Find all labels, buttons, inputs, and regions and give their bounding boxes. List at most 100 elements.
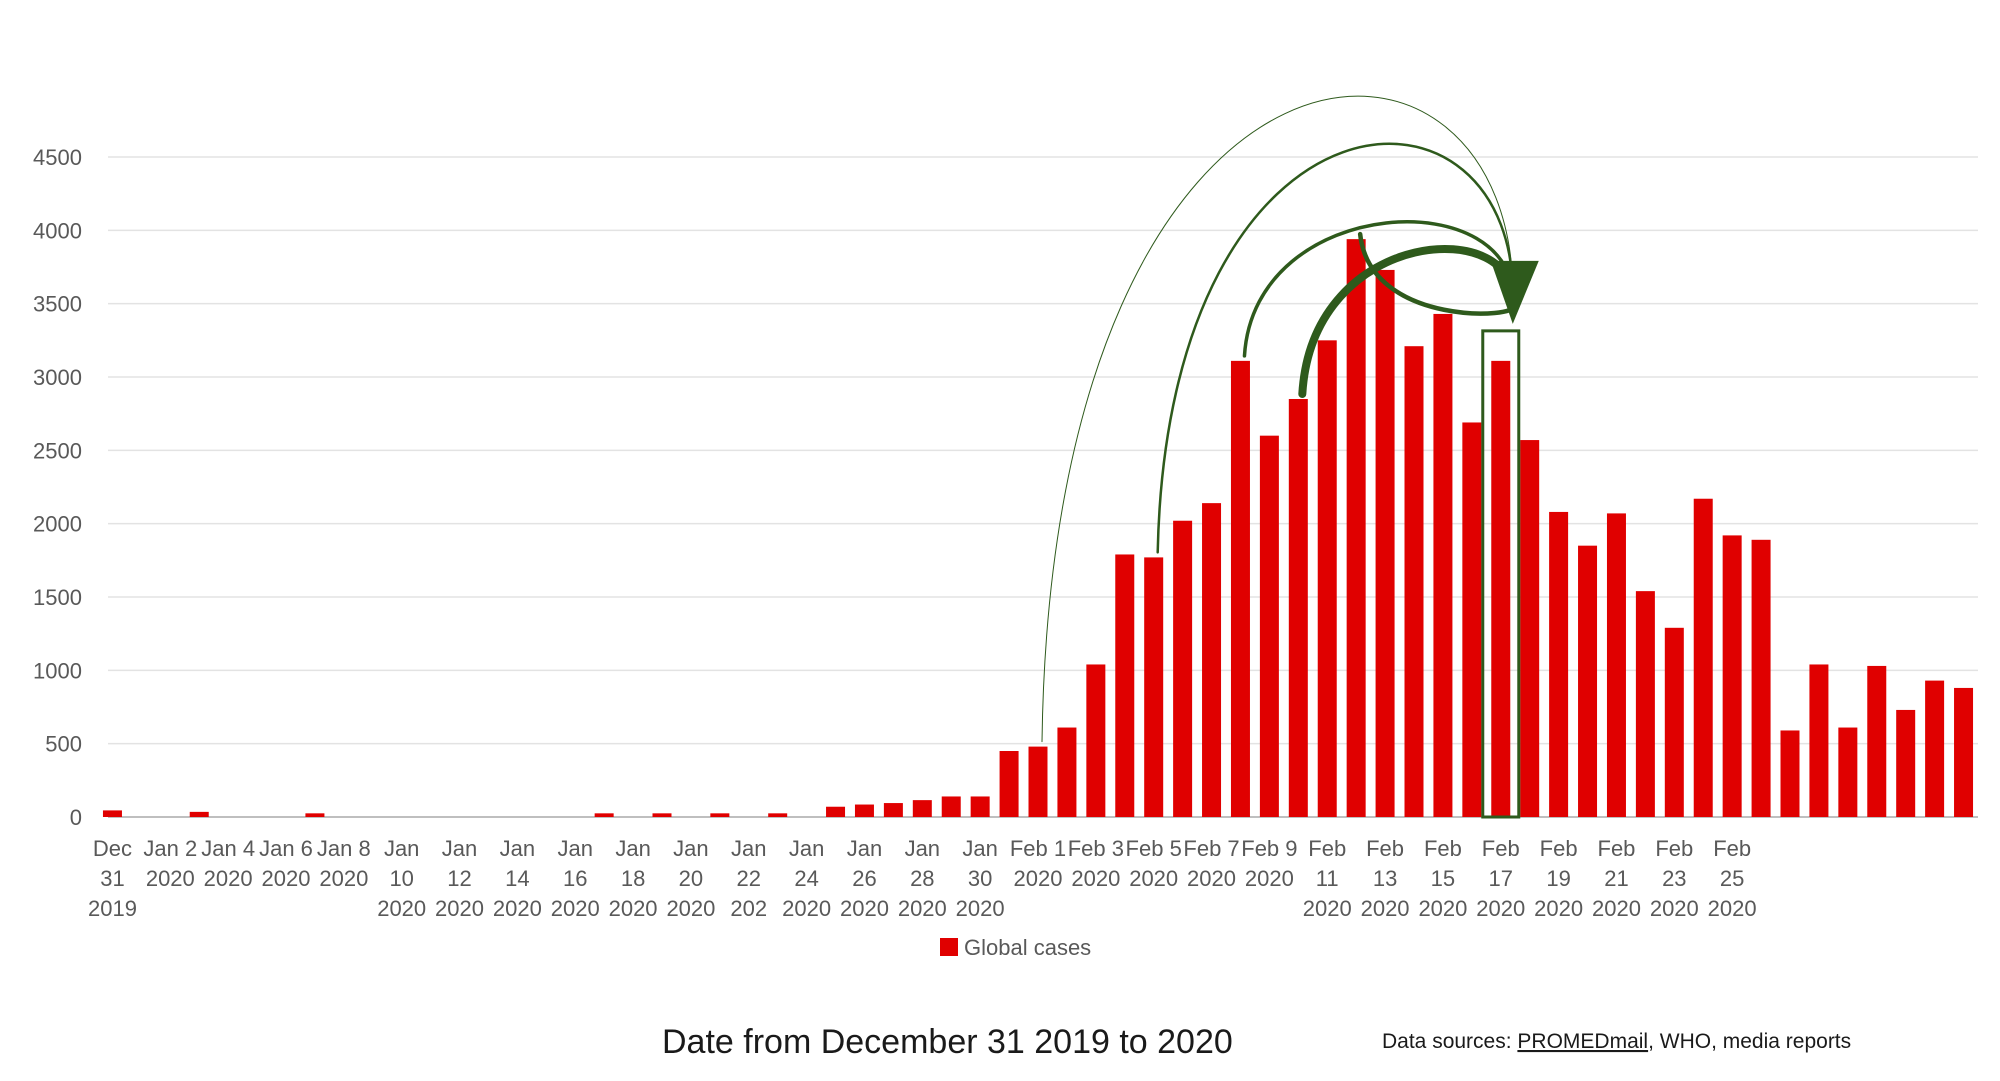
- bar: [970, 796, 990, 817]
- x-tick-label: Feb 13 2020: [1361, 836, 1410, 921]
- arrow: [1041, 95, 1514, 743]
- x-tick-label: Feb 3 2020: [1068, 836, 1124, 891]
- x-tick-label: Jan 10 2020: [377, 836, 426, 921]
- highlight: [1481, 329, 1521, 819]
- source-prefix: Data sources:: [1382, 1030, 1517, 1053]
- legend-swatch: [940, 938, 958, 956]
- bar: [1433, 313, 1453, 817]
- bar: [1606, 513, 1626, 817]
- y-tick-label: 4500: [33, 145, 82, 170]
- x-tick-label: Feb 9 2020: [1241, 836, 1297, 891]
- bar: [1954, 687, 1974, 817]
- legend-label: Global cases: [964, 935, 1091, 960]
- bar: [1838, 727, 1858, 817]
- y-tick-label: 500: [45, 732, 82, 757]
- x-tick-label: Jan 8 2020: [317, 836, 371, 891]
- x-tick-label: Jan 20 2020: [666, 836, 715, 921]
- data-sources-note: Data sources: PROMEDmail, WHO, media rep…: [1382, 1030, 1851, 1053]
- bar: [1173, 520, 1193, 817]
- x-tick-label: Jan 30 2020: [956, 836, 1005, 921]
- x-axis-title: Date from December 31 2019 to 2020: [662, 1023, 1233, 1061]
- source-link[interactable]: PROMEDmail: [1517, 1030, 1648, 1053]
- bars: [102, 239, 1974, 818]
- x-tick-label: Jan 22 202: [730, 836, 767, 921]
- x-tick-label: Feb 7 2020: [1183, 836, 1239, 891]
- x-tick-label: Jan 26 2020: [840, 836, 889, 921]
- bar: [1288, 399, 1308, 817]
- bar: [1549, 511, 1569, 817]
- y-tick-label: 1000: [33, 658, 82, 683]
- x-tick-label: Feb 11 2020: [1303, 836, 1352, 921]
- bar: [1230, 360, 1250, 817]
- y-tick-label: 2000: [33, 512, 82, 537]
- bar: [1751, 539, 1771, 817]
- x-tick-label: Jan 12 2020: [435, 836, 484, 921]
- bar: [189, 811, 209, 817]
- bar: [1809, 664, 1829, 817]
- source-suffix: , WHO, media reports: [1648, 1030, 1851, 1053]
- highlight-box: [1481, 329, 1521, 819]
- bar: [1780, 730, 1800, 817]
- legend: Global cases: [940, 935, 1091, 960]
- bar: [1520, 440, 1540, 817]
- x-tick-label: Feb 17 2020: [1476, 836, 1525, 921]
- bar: [1115, 554, 1135, 817]
- y-tick-label: 4000: [33, 218, 82, 243]
- x-tick-label: Jan 28 2020: [898, 836, 947, 921]
- x-tick-label: Feb 1 2020: [1010, 836, 1066, 891]
- bar: [826, 806, 846, 817]
- bar: [1462, 422, 1482, 817]
- bar: [594, 813, 614, 817]
- bar: [1404, 346, 1424, 817]
- bar: [1896, 709, 1916, 817]
- bar: [1693, 498, 1713, 817]
- bar: [1028, 746, 1048, 817]
- x-tick-label: Jan 14 2020: [493, 836, 542, 921]
- y-tick-label: 0: [70, 805, 82, 830]
- bar: [1664, 627, 1684, 817]
- arrows: [1041, 95, 1539, 743]
- bar: [1867, 665, 1887, 817]
- bar: [941, 796, 961, 817]
- x-tick-label: Jan 18 2020: [609, 836, 658, 921]
- bar: [1635, 591, 1655, 817]
- x-tick-label: Feb 21 2020: [1592, 836, 1641, 921]
- bar: [1578, 545, 1598, 817]
- bar: [768, 813, 788, 817]
- y-axis-ticks: 0 500 1000 1500 2000 2500 3000 3500 4000 4500: [33, 145, 82, 830]
- bar: [1144, 557, 1164, 817]
- bar: [1317, 340, 1337, 817]
- x-tick-label: Jan 6 2020: [259, 836, 313, 891]
- bar: [854, 804, 874, 817]
- x-tick-label: Feb 15 2020: [1418, 836, 1467, 921]
- bar: [102, 810, 122, 817]
- bar: [1346, 239, 1366, 818]
- bar: [1086, 664, 1106, 817]
- x-tick-label: Jan 4 2020: [201, 836, 255, 891]
- y-tick-label: 2500: [33, 438, 82, 463]
- bar: [1259, 435, 1279, 817]
- y-tick-label: 1500: [33, 585, 82, 610]
- y-tick-label: 3500: [33, 292, 82, 317]
- bar: [1057, 727, 1077, 817]
- x-tick-label: Feb 5 2020: [1126, 836, 1182, 891]
- arrow-head: [1490, 260, 1539, 324]
- bar: [912, 800, 932, 817]
- x-tick-label: Jan 16 2020: [551, 836, 600, 921]
- x-tick-label: Feb 19 2020: [1534, 836, 1583, 921]
- x-tick-label: Feb 23 2020: [1650, 836, 1699, 921]
- bar: [1491, 360, 1511, 817]
- bar: [883, 803, 903, 817]
- bar: [1202, 503, 1222, 817]
- bar: [652, 813, 672, 817]
- bar: [1722, 535, 1742, 817]
- x-tick-label: Dec 31 2019: [88, 836, 137, 921]
- bar: [305, 813, 325, 817]
- bar: [999, 751, 1019, 817]
- gridlines: [108, 156, 1978, 818]
- y-tick-label: 3000: [33, 365, 82, 390]
- arrow: [1156, 142, 1515, 554]
- bar: [1375, 269, 1395, 817]
